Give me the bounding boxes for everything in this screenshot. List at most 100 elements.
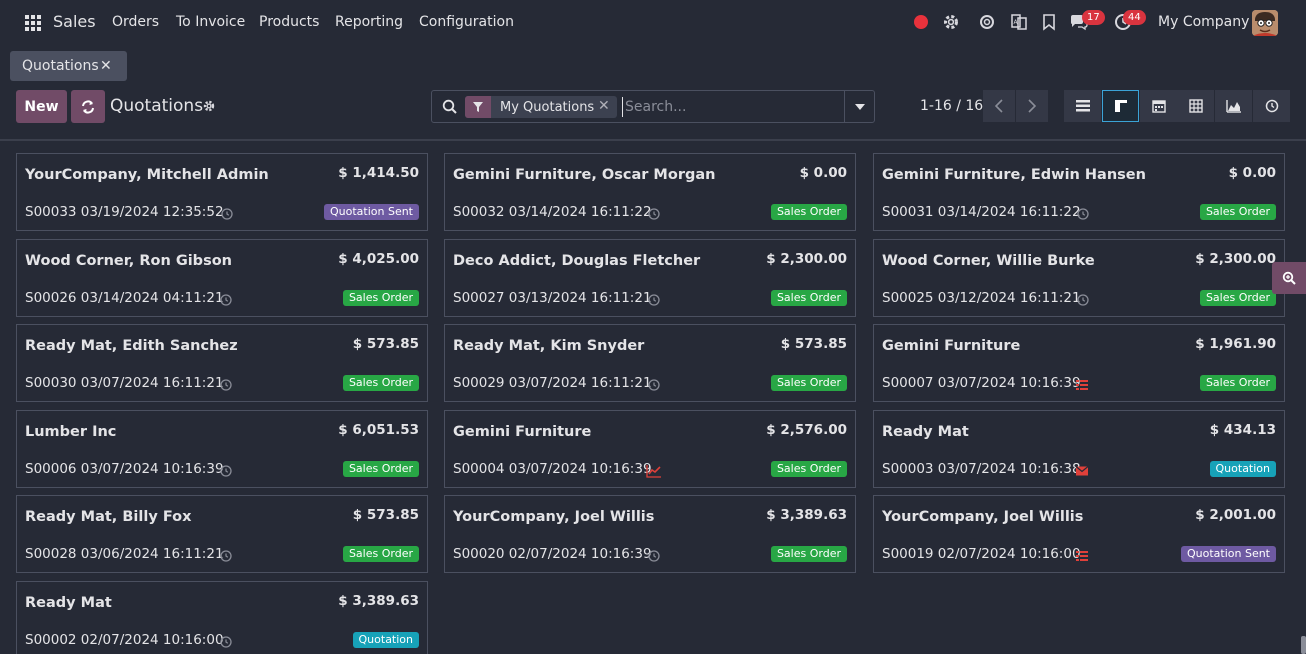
order-amount: $ 573.85 bbox=[352, 507, 419, 523]
activity-tasks-icon[interactable] bbox=[1075, 377, 1089, 391]
breadcrumb-label: Quotations bbox=[22, 58, 99, 74]
status-badge: Sales Order bbox=[1199, 204, 1276, 220]
scrollbar-thumb[interactable] bbox=[1301, 636, 1306, 654]
activity-clock-icon[interactable] bbox=[220, 206, 234, 220]
kanban-card[interactable]: Ready Mat $ 3,389.63 S00002 02/07/2024 1… bbox=[16, 581, 428, 654]
activity-clock-icon[interactable] bbox=[647, 377, 661, 391]
breadcrumb-tab-quotations[interactable]: Quotations ✕ bbox=[10, 51, 127, 81]
menu-to-invoice[interactable]: To Invoice bbox=[176, 14, 246, 30]
activity-clock-icon[interactable] bbox=[647, 548, 661, 562]
order-reference: S00019 02/07/2024 10:16:00 bbox=[882, 546, 1081, 562]
order-reference: S00003 03/07/2024 10:16:38 bbox=[882, 461, 1081, 477]
activity-clock-icon[interactable] bbox=[1076, 206, 1090, 220]
kanban-card[interactable]: YourCompany, Joel Willis $ 3,389.63 S000… bbox=[444, 495, 856, 573]
search-icon[interactable] bbox=[442, 99, 458, 115]
order-reference: S00025 03/12/2024 16:11:21 bbox=[882, 290, 1081, 306]
view-activity-button[interactable] bbox=[1253, 90, 1290, 122]
search-facet-my-quotations[interactable]: My Quotations ✕ bbox=[465, 96, 617, 118]
pager-previous-button[interactable] bbox=[983, 90, 1015, 122]
menu-configuration[interactable]: Configuration bbox=[419, 14, 514, 30]
status-badge: Quotation bbox=[352, 632, 419, 648]
status-badge: Sales Order bbox=[770, 546, 847, 562]
refresh-button[interactable] bbox=[71, 90, 105, 123]
app-name[interactable]: Sales bbox=[53, 12, 96, 31]
kanban-card[interactable]: Wood Corner, Ron Gibson $ 4,025.00 S0002… bbox=[16, 239, 428, 317]
view-pivot-button[interactable] bbox=[1177, 90, 1214, 122]
customer-name: Ready Mat, Kim Snyder bbox=[453, 338, 645, 354]
order-amount: $ 1,414.50 bbox=[338, 165, 419, 181]
remove-facet-icon[interactable]: ✕ bbox=[598, 98, 610, 114]
status-badge: Quotation bbox=[1209, 461, 1276, 477]
kanban-view-icon bbox=[1114, 100, 1127, 112]
close-tab-icon[interactable]: ✕ bbox=[100, 58, 112, 74]
kanban-card[interactable]: Ready Mat, Billy Fox $ 573.85 S00028 03/… bbox=[16, 495, 428, 573]
activity-clock-icon[interactable] bbox=[219, 463, 233, 477]
kanban-card[interactable]: Deco Addict, Douglas Fletcher $ 2,300.00… bbox=[444, 239, 856, 317]
activity-clock-icon[interactable] bbox=[219, 634, 233, 648]
activity-clock-icon[interactable] bbox=[1076, 292, 1090, 306]
activity-clock-icon[interactable] bbox=[219, 292, 233, 306]
kanban-card[interactable]: YourCompany, Mitchell Admin $ 1,414.50 S… bbox=[16, 153, 428, 231]
theme-toggle-icon[interactable] bbox=[977, 12, 997, 32]
language-icon[interactable]: A bbox=[1009, 12, 1029, 32]
chevron-right-icon bbox=[1028, 99, 1036, 113]
menu-reporting[interactable]: Reporting bbox=[335, 14, 404, 30]
customer-name: Deco Addict, Douglas Fletcher bbox=[453, 253, 701, 269]
activity-chart-icon[interactable] bbox=[646, 463, 661, 478]
status-badge: Sales Order bbox=[342, 375, 419, 391]
order-amount: $ 3,389.63 bbox=[338, 593, 419, 609]
actions-gear-icon[interactable] bbox=[202, 98, 216, 112]
order-amount: $ 0.00 bbox=[799, 165, 847, 181]
list-view-icon bbox=[1075, 100, 1090, 112]
page-title: Quotations bbox=[110, 96, 204, 116]
activity-clock-icon[interactable] bbox=[647, 206, 661, 220]
menu-orders[interactable]: Orders bbox=[112, 14, 160, 30]
view-kanban-button[interactable] bbox=[1102, 90, 1139, 122]
customer-name: YourCompany, Joel Willis bbox=[882, 509, 1084, 525]
side-search-panel-toggle[interactable] bbox=[1272, 262, 1306, 294]
pager-value[interactable]: 1-16 / 16 bbox=[920, 98, 984, 114]
customer-name: Ready Mat, Billy Fox bbox=[25, 509, 192, 525]
activity-clock-icon[interactable] bbox=[647, 292, 661, 306]
pager-next-button[interactable] bbox=[1016, 90, 1048, 122]
status-badge: Sales Order bbox=[1199, 290, 1276, 306]
kanban-card[interactable]: Gemini Furniture $ 2,576.00 S00004 03/07… bbox=[444, 410, 856, 488]
order-amount: $ 2,001.00 bbox=[1195, 507, 1276, 523]
activity-tasks-icon[interactable] bbox=[1075, 548, 1089, 562]
kanban-card[interactable]: Ready Mat, Kim Snyder $ 573.85 S00029 03… bbox=[444, 324, 856, 402]
status-badge: Sales Order bbox=[770, 375, 847, 391]
bookmark-icon[interactable] bbox=[1039, 12, 1059, 32]
view-calendar-button[interactable] bbox=[1140, 90, 1177, 122]
zoom-search-icon bbox=[1282, 271, 1296, 285]
user-avatar[interactable] bbox=[1252, 10, 1278, 36]
kanban-card[interactable]: YourCompany, Joel Willis $ 2,001.00 S000… bbox=[873, 495, 1285, 573]
order-reference: S00002 02/07/2024 10:16:00 bbox=[25, 632, 224, 648]
order-amount: $ 6,051.53 bbox=[338, 422, 419, 438]
view-graph-button[interactable] bbox=[1215, 90, 1252, 122]
kanban-card[interactable]: Wood Corner, Willie Burke $ 2,300.00 S00… bbox=[873, 239, 1285, 317]
kanban-card[interactable]: Gemini Furniture, Oscar Morgan $ 0.00 S0… bbox=[444, 153, 856, 231]
kanban-card[interactable]: Gemini Furniture $ 1,961.90 S00007 03/07… bbox=[873, 324, 1285, 402]
kanban-card[interactable]: Gemini Furniture, Edwin Hansen $ 0.00 S0… bbox=[873, 153, 1285, 231]
kanban-card[interactable]: Ready Mat, Edith Sanchez $ 573.85 S00030… bbox=[16, 324, 428, 402]
recording-indicator-icon[interactable] bbox=[914, 15, 928, 29]
search-input[interactable] bbox=[622, 97, 842, 117]
activity-mail-icon[interactable] bbox=[1075, 463, 1089, 477]
settings-gear-icon[interactable] bbox=[941, 12, 961, 32]
search-options-toggle[interactable] bbox=[844, 91, 874, 122]
activity-clock-icon[interactable] bbox=[219, 377, 233, 391]
app-menu-icon[interactable] bbox=[25, 15, 41, 31]
new-button[interactable]: New bbox=[16, 90, 67, 123]
customer-name: Ready Mat bbox=[25, 595, 112, 611]
menu-products[interactable]: Products bbox=[259, 14, 320, 30]
customer-name: Ready Mat bbox=[882, 424, 969, 440]
control-panel-divider bbox=[0, 139, 1306, 141]
order-amount: $ 1,961.90 bbox=[1195, 336, 1276, 352]
kanban-card[interactable]: Ready Mat $ 434.13 S00003 03/07/2024 10:… bbox=[873, 410, 1285, 488]
company-switcher[interactable]: My Company bbox=[1158, 14, 1250, 30]
activity-clock-icon[interactable] bbox=[219, 548, 233, 562]
order-reference: S00006 03/07/2024 10:16:39 bbox=[25, 461, 224, 477]
kanban-card[interactable]: Lumber Inc $ 6,051.53 S00006 03/07/2024 … bbox=[16, 410, 428, 488]
view-list-button[interactable] bbox=[1064, 90, 1101, 122]
customer-name: Gemini Furniture bbox=[882, 338, 1021, 354]
